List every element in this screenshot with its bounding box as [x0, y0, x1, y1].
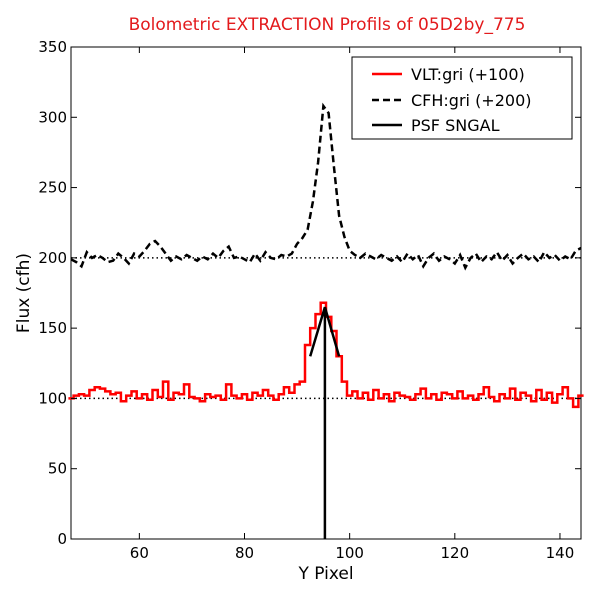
psf-sngal-series — [309, 306, 341, 539]
y-tick-label-300: 300 — [38, 108, 67, 126]
chart-title: Bolometric EXTRACTION Profils of 05D2by_… — [129, 15, 526, 35]
y-axis-label: Flux (cfh) — [14, 253, 34, 333]
x-tick-label-60: 60 — [130, 544, 149, 562]
legend-label-cfh: CFH:gri (+200) — [411, 91, 532, 110]
legend-label-vlt: VLT:gri (+100) — [411, 65, 525, 84]
y-tick-label-50: 50 — [48, 460, 67, 478]
ticks-layer: 60 80 100 120 140 0 50 100 150 200 250 300 350 — [38, 38, 581, 562]
y-tick-label-0: 0 — [57, 530, 67, 548]
y-tick-label-150: 150 — [38, 319, 67, 337]
x-tick-label-140: 140 — [546, 544, 575, 562]
y-tick-label-100: 100 — [38, 389, 67, 407]
y-tick-label-200: 200 — [38, 249, 67, 267]
y-tick-label-350: 350 — [38, 38, 67, 56]
series-layer — [68, 102, 584, 539]
x-tick-label-80: 80 — [235, 544, 254, 562]
legend-label-psf: PSF SNGAL — [411, 116, 500, 135]
x-tick-label-100: 100 — [335, 544, 364, 562]
y-tick-label-250: 250 — [38, 179, 67, 197]
x-tick-label-120: 120 — [440, 544, 469, 562]
legend: VLT:gri (+100) CFH:gri (+200) PSF SNGAL — [351, 56, 573, 140]
x-axis-label: Y Pixel — [297, 564, 353, 584]
cfh-gri-series — [70, 102, 582, 271]
